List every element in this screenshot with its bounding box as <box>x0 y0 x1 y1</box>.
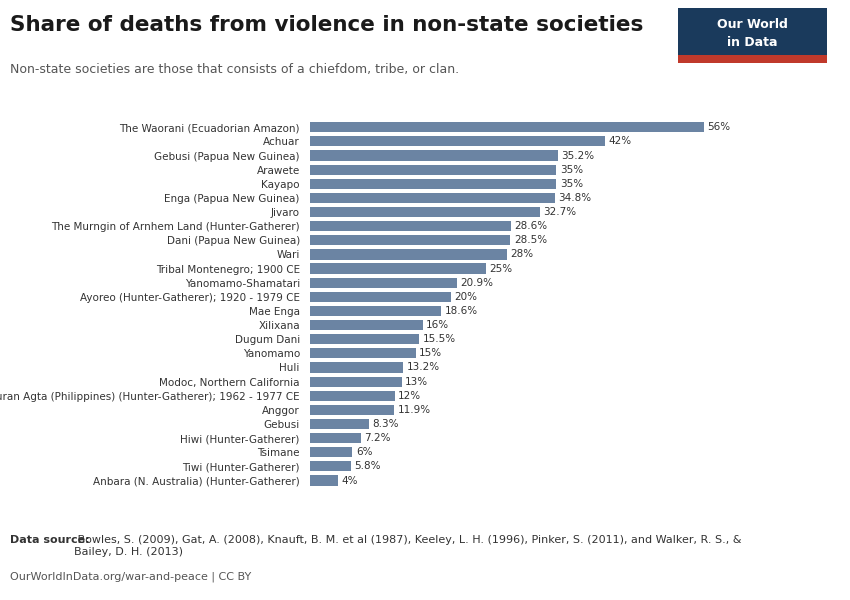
Text: 16%: 16% <box>426 320 450 330</box>
Bar <box>310 207 540 217</box>
Text: Bowles, S. (2009), Gat, A. (2008), Knauft, B. M. et al (1987), Keeley, L. H. (19: Bowles, S. (2009), Gat, A. (2008), Knauf… <box>74 535 741 557</box>
Bar <box>310 447 353 457</box>
Text: 28.5%: 28.5% <box>514 235 547 245</box>
Text: 34.8%: 34.8% <box>558 193 592 203</box>
Bar <box>310 151 558 161</box>
Text: 28%: 28% <box>511 250 534 259</box>
Text: 56%: 56% <box>707 122 730 132</box>
Text: Our World: Our World <box>717 18 788 31</box>
Bar <box>310 292 450 302</box>
Bar <box>310 278 457 288</box>
Bar <box>310 122 704 133</box>
Text: Share of deaths from violence in non-state societies: Share of deaths from violence in non-sta… <box>10 15 643 35</box>
Text: 20%: 20% <box>454 292 478 302</box>
Text: 28.6%: 28.6% <box>515 221 548 231</box>
Bar <box>678 8 827 55</box>
Bar <box>310 475 338 485</box>
Bar <box>310 377 401 387</box>
Bar <box>310 136 605 146</box>
Text: 32.7%: 32.7% <box>543 207 576 217</box>
Text: 5.8%: 5.8% <box>354 461 381 472</box>
Bar <box>310 391 394 401</box>
Text: OurWorldInData.org/war-and-peace | CC BY: OurWorldInData.org/war-and-peace | CC BY <box>10 571 252 582</box>
Bar <box>310 461 351 472</box>
Text: 35%: 35% <box>559 164 583 175</box>
Text: 18.6%: 18.6% <box>445 306 478 316</box>
Text: 25%: 25% <box>490 263 513 274</box>
Text: 7.2%: 7.2% <box>365 433 391 443</box>
Text: 15.5%: 15.5% <box>422 334 456 344</box>
Bar <box>310 348 416 358</box>
Bar <box>310 250 507 260</box>
Bar <box>678 55 827 63</box>
Bar <box>310 164 556 175</box>
Text: Data source:: Data source: <box>10 535 90 545</box>
Text: 11.9%: 11.9% <box>397 405 430 415</box>
Text: 35%: 35% <box>559 179 583 189</box>
Text: 15%: 15% <box>419 349 442 358</box>
Bar <box>310 405 394 415</box>
Text: 12%: 12% <box>398 391 422 401</box>
Text: 6%: 6% <box>356 447 372 457</box>
Text: 4%: 4% <box>342 476 359 485</box>
Bar <box>310 433 361 443</box>
Bar <box>310 320 422 330</box>
Text: 13.2%: 13.2% <box>406 362 439 373</box>
Text: 42%: 42% <box>609 136 632 146</box>
Bar <box>310 193 555 203</box>
Bar <box>310 419 369 429</box>
Bar <box>310 334 419 344</box>
Bar <box>310 306 441 316</box>
Bar <box>310 179 556 189</box>
Text: Non-state societies are those that consists of a chiefdom, tribe, or clan.: Non-state societies are those that consi… <box>10 63 459 76</box>
Bar <box>310 221 511 231</box>
Text: 13%: 13% <box>405 377 428 386</box>
Text: in Data: in Data <box>728 35 778 49</box>
Text: 8.3%: 8.3% <box>372 419 399 429</box>
Bar <box>310 362 403 373</box>
Bar <box>310 263 486 274</box>
Text: 20.9%: 20.9% <box>461 278 494 288</box>
Text: 35.2%: 35.2% <box>561 151 594 161</box>
Bar <box>310 235 511 245</box>
